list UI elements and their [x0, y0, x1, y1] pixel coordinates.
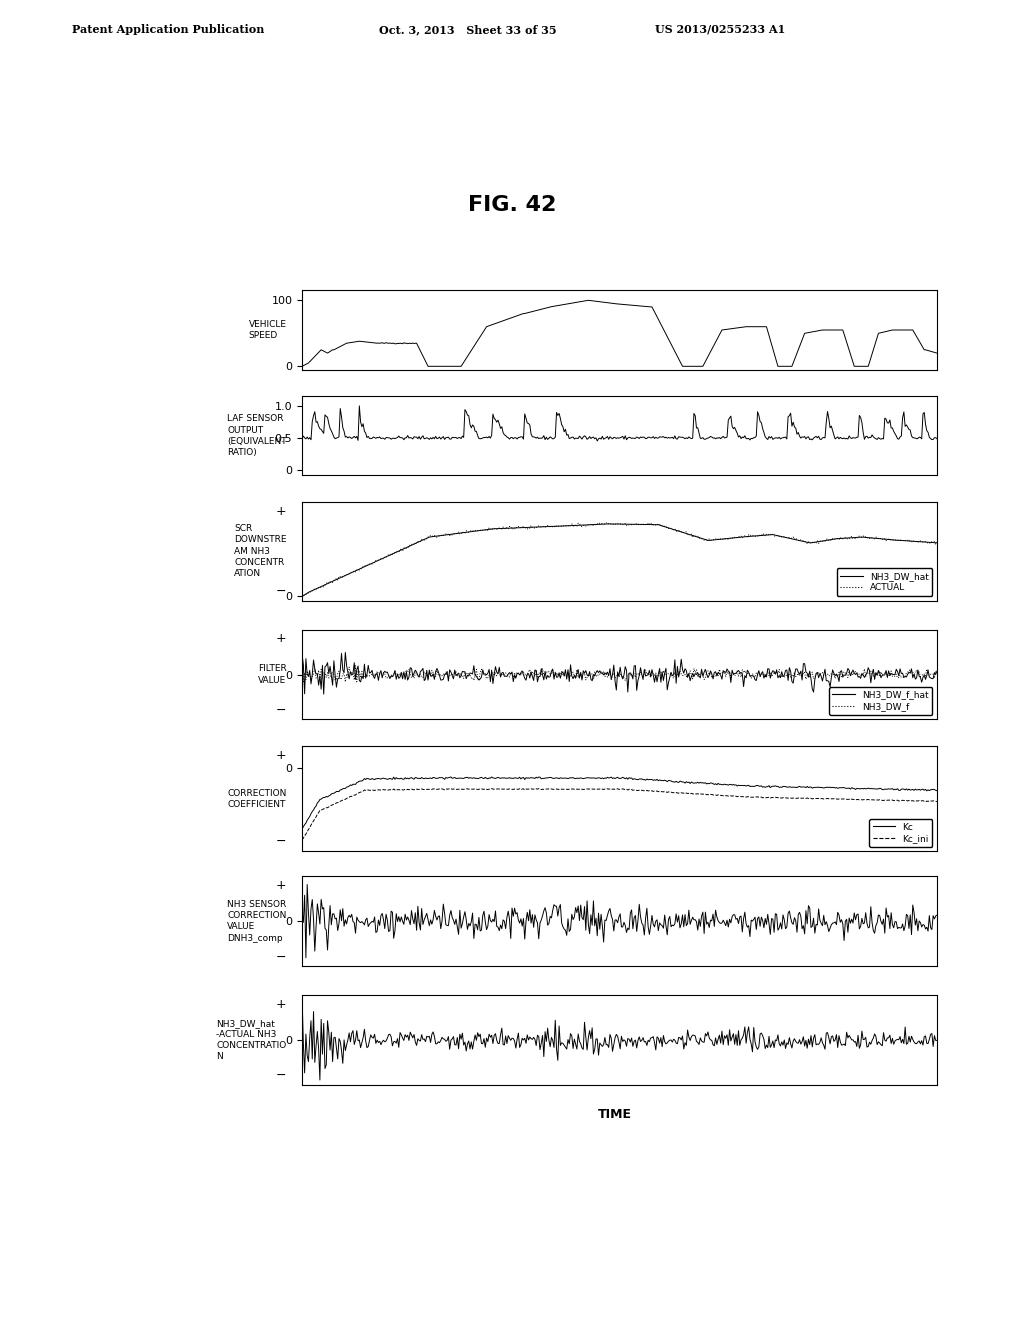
Text: +: + — [275, 632, 286, 645]
Text: −: − — [275, 704, 286, 717]
Text: TIME: TIME — [597, 1107, 632, 1121]
Text: US 2013/0255233 A1: US 2013/0255233 A1 — [655, 24, 785, 36]
Text: SCR
DOWNSTRE
AM NH3
CONCENTR
ATION: SCR DOWNSTRE AM NH3 CONCENTR ATION — [234, 524, 287, 578]
Text: VEHICLE
SPEED: VEHICLE SPEED — [249, 319, 287, 341]
Text: LAF SENSOR
OUTPUT
(EQUIVALENT
RATIO): LAF SENSOR OUTPUT (EQUIVALENT RATIO) — [227, 414, 287, 457]
Text: +: + — [275, 748, 286, 762]
Text: Patent Application Publication: Patent Application Publication — [72, 24, 264, 36]
Text: −: − — [275, 836, 286, 849]
Text: −: − — [275, 950, 286, 964]
Text: FIG. 42: FIG. 42 — [468, 195, 556, 215]
Text: CORRECTION
COEFFICIENT: CORRECTION COEFFICIENT — [227, 788, 287, 809]
Legend: NH3_DW_f_hat, NH3_DW_f: NH3_DW_f_hat, NH3_DW_f — [828, 686, 933, 715]
Text: Oct. 3, 2013   Sheet 33 of 35: Oct. 3, 2013 Sheet 33 of 35 — [379, 24, 556, 36]
Text: NH3_DW_hat
-ACTUAL NH3
CONCENTRATIO
N: NH3_DW_hat -ACTUAL NH3 CONCENTRATIO N — [216, 1019, 287, 1061]
Text: +: + — [275, 998, 286, 1011]
Legend: NH3_DW_hat, ACTUAL: NH3_DW_hat, ACTUAL — [837, 568, 933, 597]
Text: NH3 SENSOR
CORRECTION
VALUE
DNH3_comp: NH3 SENSOR CORRECTION VALUE DNH3_comp — [227, 900, 287, 942]
Text: FILTER
VALUE: FILTER VALUE — [258, 664, 287, 685]
Text: +: + — [275, 504, 286, 517]
Text: −: − — [275, 1069, 286, 1082]
Text: +: + — [275, 879, 286, 892]
Text: −: − — [275, 585, 286, 598]
Legend: Kc, Kc_ini: Kc, Kc_ini — [869, 818, 933, 847]
